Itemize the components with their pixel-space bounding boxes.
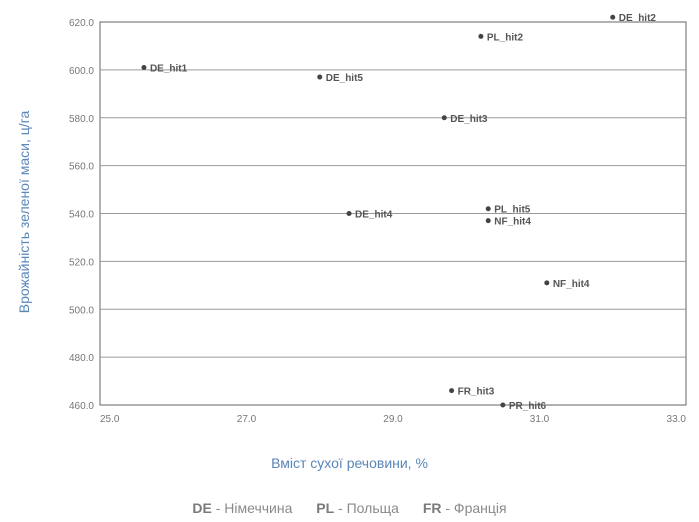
y-tick-label: 520.0 xyxy=(69,257,94,268)
data-point xyxy=(610,14,616,20)
y-tick-label: 540.0 xyxy=(69,210,94,221)
data-point xyxy=(317,74,323,80)
data-point-label: PL_hit5 xyxy=(494,205,531,216)
country-legend: DE - Німеччина PL - Польща FR - Франція xyxy=(0,500,699,516)
data-point xyxy=(478,33,484,39)
y-axis-ticks: 460.0 480.0 500.0 520.0 540.0 560.0 580.0 600.0… xyxy=(69,18,94,412)
x-axis-label: Вміст сухої речовини, % xyxy=(271,455,428,471)
x-tick-label: 33.0 xyxy=(667,414,687,425)
data-point-label: DE_hit2 xyxy=(619,13,657,24)
legend-item-pl: PL - Польща xyxy=(316,500,399,516)
data-point-label: DE_hit4 xyxy=(355,210,393,221)
data-points: DE_hit1 DE_hit2 PL_hit2 DE_hit5 DE_hit3 DE_hi… xyxy=(141,13,656,412)
y-axis-label: Врожайність зеленої маси, ц/га xyxy=(16,110,32,314)
data-point xyxy=(449,388,455,394)
data-point-label: DE_hit3 xyxy=(450,114,488,125)
data-point-label: DE_hit1 xyxy=(150,63,188,74)
y-tick-label: 620.0 xyxy=(69,18,94,29)
y-tick-label: 560.0 xyxy=(69,162,94,173)
data-point xyxy=(346,211,352,216)
y-tick-label: 500.0 xyxy=(69,305,94,316)
y-tick-label: 480.0 xyxy=(69,353,94,364)
x-axis-ticks: 25.0 27.0 29.0 31.0 33.0 xyxy=(100,414,686,425)
y-tick-label: 580.0 xyxy=(69,114,94,125)
data-point-label: NF_hit4 xyxy=(553,279,590,290)
data-point-label: PR_hit6 xyxy=(509,401,547,412)
data-point-label: FR_hit3 xyxy=(458,387,495,398)
data-point-label: DE_hit5 xyxy=(326,73,364,84)
data-point xyxy=(544,280,550,286)
data-point xyxy=(441,115,447,121)
data-point-label: NF_hit4 xyxy=(494,217,531,228)
data-point xyxy=(485,218,491,224)
y-tick-label: 600.0 xyxy=(69,66,94,77)
grid-lines xyxy=(100,69,686,358)
x-tick-label: 25.0 xyxy=(100,414,120,425)
x-tick-label: 31.0 xyxy=(530,414,550,425)
y-tick-label: 460.0 xyxy=(69,401,94,412)
x-tick-label: 29.0 xyxy=(383,414,403,425)
legend-item-fr: FR - Франція xyxy=(422,500,507,516)
x-tick-label: 27.0 xyxy=(237,414,257,425)
data-point xyxy=(485,206,491,212)
data-point xyxy=(141,64,147,70)
data-point xyxy=(500,402,506,408)
data-point-label: PL_hit2 xyxy=(487,32,524,43)
legend-item-de: DE - Німеччина xyxy=(192,500,293,516)
